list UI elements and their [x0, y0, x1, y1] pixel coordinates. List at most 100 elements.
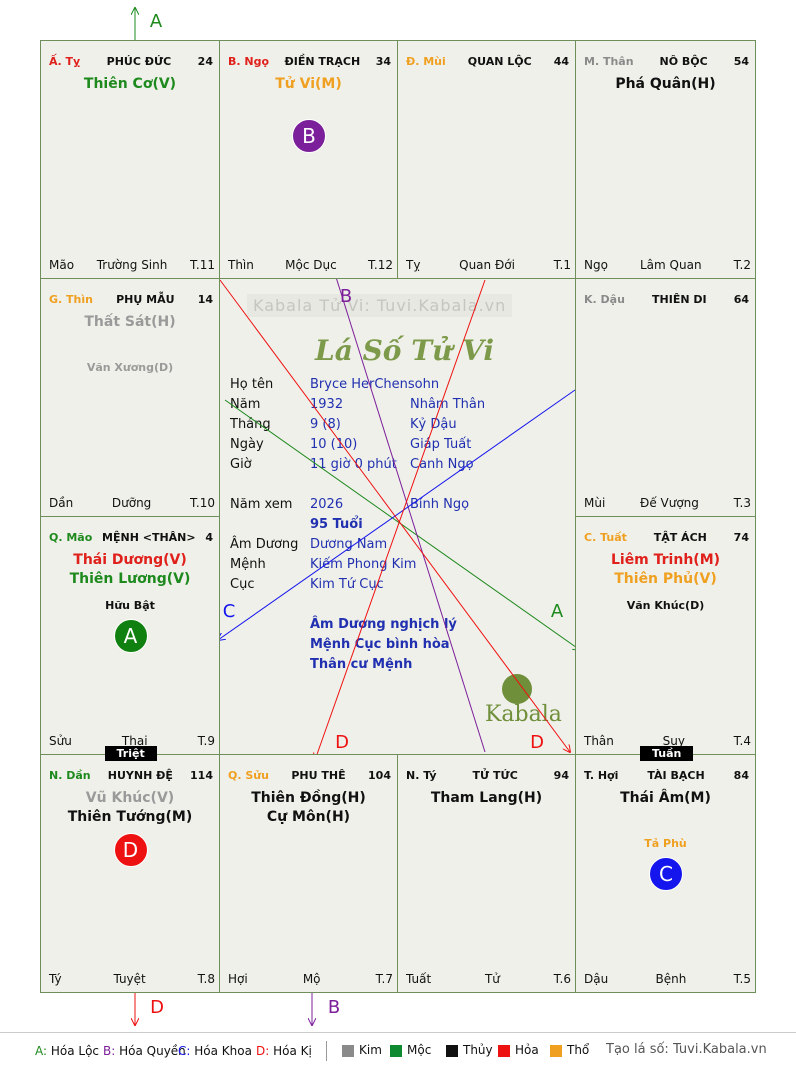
- branch-label: Đ. Mùi: [406, 55, 446, 68]
- palace-cell: C. Tuất TẬT ÁCH 74 Liêm Trinh(M) Thiên Phủ(V…: [575, 516, 756, 755]
- palace-header: C. Tuất TẬT ÁCH 74: [584, 531, 749, 544]
- palace-name: HUYNH ĐỆ: [107, 769, 173, 782]
- palace-name: TÀI BẠCH: [647, 769, 705, 782]
- info-value: Nhâm Thân: [410, 397, 486, 412]
- info-label: Giờ: [230, 457, 252, 472]
- palace-name: ĐIỀN TRẠCH: [284, 55, 361, 68]
- footer-text: T.2: [733, 258, 751, 272]
- footer-text: Dậu: [584, 972, 609, 986]
- palace-header: B. Ngọ ĐIỀN TRẠCH 34: [228, 55, 391, 68]
- palace-footer: Thìn Mộc Dục T.12: [228, 258, 393, 272]
- info-value: Kim Tứ Cục: [310, 577, 384, 592]
- palace-footer: Dần Dưỡng T.10: [49, 496, 215, 510]
- main-stars: Thất Sát(H): [41, 313, 219, 332]
- palace-name: TỬ TỨC: [472, 769, 518, 782]
- branch-label: B. Ngọ: [228, 55, 270, 68]
- palace-header: Ấ. Tỵ PHÚC ĐỨC 24: [49, 55, 213, 68]
- minor-stars: Tả Phù: [576, 837, 755, 850]
- palace-header: K. Dậu THIÊN DI 64: [584, 293, 749, 306]
- footer-text: T.5: [733, 972, 751, 986]
- main-star: Phá Quân(H): [615, 76, 716, 92]
- palace-number: 104: [368, 769, 391, 782]
- footer-text: T.12: [368, 258, 393, 272]
- element-swatch: [342, 1045, 354, 1057]
- minor-star: Hữu Bật: [105, 599, 155, 612]
- footer-text: Hợi: [228, 972, 248, 986]
- footer-text: T.7: [375, 972, 393, 986]
- logo: Kabala: [485, 702, 562, 727]
- info-value: Bính Ngọ: [410, 497, 470, 512]
- note: Mệnh Cục bình hòa: [310, 637, 450, 652]
- footer-text: Ngọ: [584, 258, 608, 272]
- palace-name: NÔ BỘC: [659, 55, 708, 68]
- palace-name: TẬT ÁCH: [653, 531, 707, 544]
- element-label: Mộc: [407, 1043, 432, 1057]
- footer-text: Mộ: [302, 972, 321, 986]
- branch-label: Q. Sửu: [228, 769, 269, 782]
- footer-text: Dưỡng: [111, 496, 152, 510]
- main-stars: Liêm Trinh(M) Thiên Phủ(V): [576, 551, 755, 589]
- element-label: Kim: [359, 1043, 382, 1057]
- footer-text: T.11: [190, 258, 215, 272]
- palace-footer: Ngọ Lâm Quan T.2: [584, 258, 751, 272]
- main-star: Tử Vi(M): [275, 76, 342, 92]
- note: Âm Dương nghịch lý: [310, 617, 457, 632]
- palace-number: 94: [553, 769, 569, 782]
- palace-number: 84: [733, 769, 749, 782]
- legend-key: D: Hóa Kị: [256, 1044, 312, 1058]
- palace-header: G. Thìn PHỤ MẪU 14: [49, 293, 213, 306]
- info-value: 9 (8): [310, 417, 341, 432]
- main-stars: Thiên Cơ(V): [41, 75, 219, 94]
- palace-name: PHÚC ĐỨC: [106, 55, 172, 68]
- legend-key-text: Hóa Lộc: [50, 1044, 100, 1058]
- minor-stars: Văn Khúc(D): [576, 599, 755, 612]
- branch-label: T. Hợi: [584, 769, 619, 782]
- footer-text: Mão: [49, 258, 75, 272]
- branch-label: C. Tuất: [584, 531, 627, 544]
- footer-text: Thân: [584, 734, 614, 748]
- legend-key-letter: A:: [35, 1044, 48, 1058]
- palace-number: 14: [197, 293, 213, 306]
- footer-text: Thìn: [228, 258, 254, 272]
- palace-header: Q. Sửu PHU THÊ 104: [228, 769, 391, 782]
- main-star: Thiên Tướng(M): [67, 809, 193, 825]
- main-star: Thiên Cơ(V): [83, 76, 177, 92]
- palace-cell: N. Tý TỬ TỨC 94 Tham Lang(H) Tuất Tử T.6: [397, 754, 576, 993]
- tag-label: Triệt: [104, 746, 157, 761]
- legend-key-text: Hóa Kị: [273, 1044, 312, 1058]
- palace-number: 74: [733, 531, 749, 544]
- footer-text: Sửu: [49, 734, 72, 748]
- main-stars: Thái Âm(M): [576, 789, 755, 808]
- palace-number: 4: [205, 531, 213, 544]
- palace-footer: Tuất Tử T.6: [406, 972, 571, 986]
- palace-number: 64: [733, 293, 749, 306]
- main-stars: Thái Dương(V) Thiên Lương(V): [41, 551, 219, 589]
- palace-cell: T. Hợi TÀI BẠCH 84 Thái Âm(M) Tả Phù C Dậu Bệnh…: [575, 754, 756, 993]
- minor-stars: Văn Xương(D): [41, 361, 219, 374]
- tag-label: Tuần: [640, 746, 694, 761]
- element-swatch: [498, 1045, 510, 1057]
- watermark: Kabala Tử Vi: Tuvi.Kabala.vn: [247, 294, 513, 317]
- branch-label: N. Dần: [49, 769, 91, 782]
- main-star: Thiên Đồng(H): [251, 790, 366, 806]
- legend: A: Hóa Lộc B: Hóa Quyền C: Hóa Khoa D: Hóa …: [0, 1032, 796, 1071]
- center-panel: Kabala Tử Vi: Tuvi.Kabala.vn Lá Số Tử Vi H…: [219, 278, 576, 754]
- palace-header: M. Thân NÔ BỘC 54: [584, 55, 749, 68]
- palace-footer: Tỵ Quan Đới T.1: [406, 258, 571, 272]
- hoa-badge: A: [113, 619, 148, 653]
- palace-header: N. Tý TỬ TỨC 94: [406, 769, 569, 782]
- footer-text: Bệnh: [655, 972, 687, 986]
- palace-cell: M. Thân NÔ BỘC 54 Phá Quân(H) Ngọ Lâm Quan T.2: [575, 40, 756, 279]
- palace-name: THIÊN DI: [652, 293, 707, 306]
- footer-text: T.4: [733, 734, 751, 748]
- palace-number: 44: [553, 55, 569, 68]
- footer-text: Trường Sinh: [96, 258, 168, 272]
- hoa-badge: C: [649, 857, 683, 891]
- credit: Tạo lá số: Tuvi.Kabala.vn: [606, 1042, 767, 1057]
- palace-cell: Q. Sửu PHU THÊ 104 Thiên Đồng(H) Cự Môn(H) Hợ…: [219, 754, 398, 993]
- main-star: Tham Lang(H): [430, 790, 543, 806]
- main-stars: Phá Quân(H): [576, 75, 755, 94]
- legend-key-text: Hóa Khoa: [194, 1044, 252, 1058]
- hoa-badge: D: [113, 833, 148, 867]
- branch-label: Ấ. Tỵ: [49, 55, 81, 68]
